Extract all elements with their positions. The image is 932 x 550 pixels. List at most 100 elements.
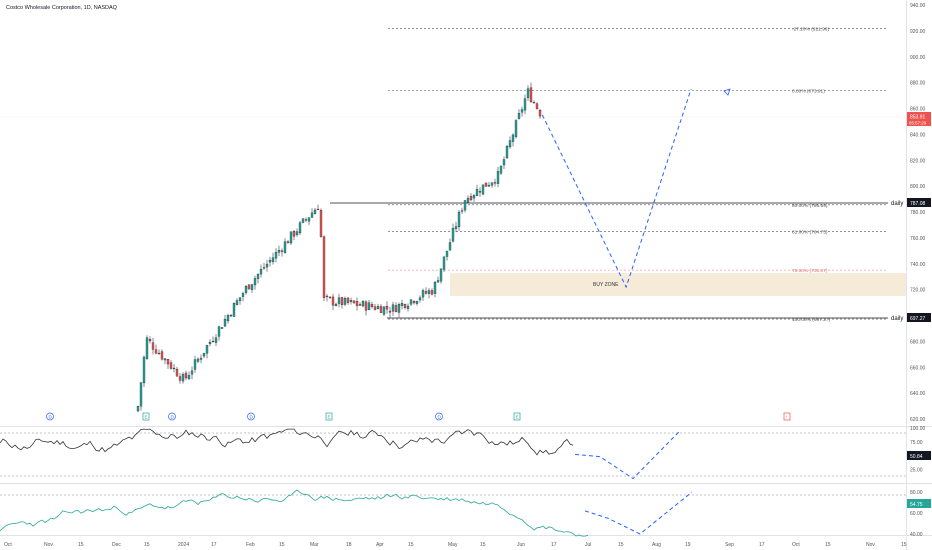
candle-body	[262, 267, 266, 269]
candle-body	[475, 189, 479, 196]
price-tick-label: 740.00	[910, 262, 926, 268]
candle-body	[487, 184, 491, 187]
time-tick-label: Oct	[4, 542, 12, 548]
candle-body	[298, 222, 302, 234]
time-tick-label: 2024	[178, 542, 189, 548]
event-marker-earnings[interactable]	[513, 412, 521, 421]
candle-body	[412, 300, 416, 304]
buy-zone-box[interactable]	[450, 273, 906, 296]
candle-body	[196, 358, 200, 362]
candle-body	[352, 300, 356, 304]
fib-level-label: 78.60% (735.07)	[792, 268, 828, 274]
candle-body	[322, 236, 326, 298]
event-marker-dividend[interactable]	[168, 412, 176, 421]
candle-body	[415, 301, 419, 304]
candle-body	[427, 290, 431, 294]
current-price-value: 853.91	[910, 115, 926, 121]
projection-path[interactable]	[541, 88, 692, 289]
candle-body	[394, 305, 398, 313]
price-tick-label: 800.00	[910, 184, 926, 190]
price-tick-label: 780.00	[910, 210, 926, 216]
candle-body	[520, 109, 524, 113]
time-tick-label: May	[448, 542, 458, 548]
time-tick-label: 15	[901, 542, 907, 548]
candle-body	[403, 304, 407, 308]
daily-upper-label: daily	[891, 201, 903, 207]
event-markers[interactable]: D E D D E D E!	[46, 412, 791, 421]
projection-arrowhead	[723, 88, 731, 96]
event-marker-dividend[interactable]	[247, 412, 255, 421]
candle-body	[316, 208, 320, 211]
event-marker-letter: D	[250, 415, 254, 420]
candle-body	[319, 210, 323, 237]
candle-body	[286, 241, 290, 244]
time-tick-label: 17	[759, 542, 765, 548]
price-axis[interactable]: 940.00 920.00 900.00 880.00 860.00 840.00 820.…	[910, 3, 926, 423]
candle-body	[493, 182, 497, 184]
event-marker-earnings[interactable]	[142, 412, 150, 421]
time-axis[interactable]: Oct Nov 15 Dec 15 2024 17 Feb 15 Mar 18 Apr 15 May 15 J…	[4, 542, 907, 548]
candle-body	[238, 297, 242, 301]
candle-body	[367, 302, 371, 311]
candle-body	[451, 228, 455, 242]
candle-body	[142, 356, 146, 384]
candle-body	[181, 374, 185, 382]
event-marker-letter: D	[438, 415, 442, 420]
candle-body	[289, 231, 293, 244]
candle-body	[172, 367, 176, 370]
candle-body	[334, 303, 338, 306]
event-marker-earnings[interactable]	[325, 412, 333, 421]
countdown-value: 05:57:29	[909, 121, 927, 126]
candle-body	[535, 103, 539, 109]
price-tick-label: 660.00	[910, 365, 926, 371]
candle-body	[460, 210, 464, 212]
daily-lower-badge-value: 697.27	[910, 316, 926, 322]
event-marker-dividend[interactable]	[435, 412, 443, 421]
candle-body	[250, 284, 254, 290]
candle-body	[418, 297, 422, 301]
oscillator-axis: 80.00 60.00 40.00	[910, 490, 923, 538]
time-tick-label: 19	[685, 542, 691, 548]
candle-body	[532, 102, 536, 104]
candle-body	[283, 241, 287, 253]
event-marker-dividend[interactable]	[46, 412, 54, 421]
candle-body	[163, 358, 167, 361]
candle-body	[235, 300, 239, 305]
fib-level-label: 0.00% (873.91)	[792, 89, 825, 95]
time-tick-label: 15	[618, 542, 624, 548]
candle-body	[325, 295, 329, 297]
fib-level-label: 61.80% (764.75)	[792, 230, 828, 236]
event-marker-earnings[interactable]	[783, 412, 791, 421]
osc-value-badge	[907, 499, 931, 508]
candle-body	[202, 352, 206, 357]
candle-body	[292, 230, 296, 237]
candle-body	[187, 375, 191, 380]
candle-body	[466, 197, 470, 203]
event-marker-letter: !	[786, 415, 787, 420]
candle-body	[490, 182, 494, 186]
rsi-tick-label: 75.00	[910, 440, 923, 446]
fib-levels[interactable]: -27.20% (921.96) 0.00% (873.91) 50.00% (78…	[388, 26, 888, 323]
candle-body	[265, 263, 269, 268]
time-tick-label: Nov	[866, 542, 875, 548]
candle-body	[208, 342, 212, 345]
candle-body	[496, 171, 500, 184]
candle-body	[481, 184, 485, 195]
time-tick-label: Jun	[517, 542, 525, 548]
candle-body	[382, 306, 386, 315]
candle-body	[241, 293, 245, 297]
candle-body	[361, 301, 365, 307]
rsi-tick-label: 100.00	[910, 426, 926, 432]
candle-body	[139, 382, 143, 407]
candle-body	[445, 250, 449, 257]
osc-tick-label: 40.00	[910, 532, 923, 538]
candle-body	[199, 357, 203, 360]
candle-body	[505, 145, 509, 159]
price-tick-label: 820.00	[910, 158, 926, 164]
candle-body	[397, 304, 401, 313]
time-tick-label: Nov	[44, 542, 53, 548]
daily-lower-badge	[907, 313, 931, 322]
candle-body	[538, 109, 542, 117]
candle-body	[400, 303, 404, 306]
price-tick-label: 940.00	[910, 3, 926, 9]
